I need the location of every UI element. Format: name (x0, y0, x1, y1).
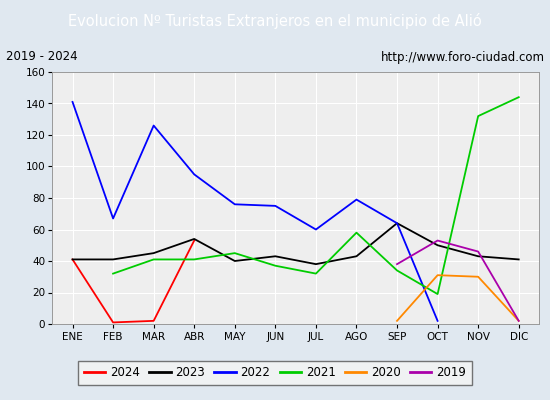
2022 (191, 172, 197, 177)
2022 (272, 204, 279, 208)
2023 (394, 221, 400, 226)
2022 (69, 100, 76, 104)
2022 (312, 227, 319, 232)
2023 (515, 257, 522, 262)
2019 (434, 238, 441, 243)
Line: 2024: 2024 (73, 240, 194, 322)
2023 (232, 258, 238, 263)
2019 (515, 318, 522, 323)
2024 (191, 238, 197, 243)
2022 (232, 202, 238, 207)
2022 (394, 221, 400, 226)
Text: Evolucion Nº Turistas Extranjeros en el municipio de Alió: Evolucion Nº Turistas Extranjeros en el … (68, 13, 482, 29)
2021 (394, 268, 400, 273)
Legend: 2024, 2023, 2022, 2021, 2020, 2019: 2024, 2023, 2022, 2021, 2020, 2019 (78, 360, 472, 386)
Line: 2022: 2022 (73, 102, 438, 321)
Line: 2019: 2019 (397, 240, 519, 321)
2024 (150, 318, 157, 323)
2024 (110, 320, 117, 325)
2019 (394, 262, 400, 266)
2023 (272, 254, 279, 259)
2021 (232, 251, 238, 256)
2019 (475, 249, 481, 254)
2021 (353, 230, 360, 235)
2021 (434, 292, 441, 296)
2023 (353, 254, 360, 259)
2022 (110, 216, 117, 221)
2023 (150, 251, 157, 256)
2023 (475, 254, 481, 259)
2021 (150, 257, 157, 262)
2023 (110, 257, 117, 262)
2023 (434, 243, 441, 248)
2021 (110, 271, 117, 276)
2022 (434, 318, 441, 323)
2023 (312, 262, 319, 266)
2021 (515, 95, 522, 100)
2023 (191, 236, 197, 241)
Line: 2023: 2023 (73, 223, 519, 264)
2021 (312, 271, 319, 276)
2022 (353, 197, 360, 202)
Text: http://www.foro-ciudad.com: http://www.foro-ciudad.com (381, 50, 544, 64)
Text: 2019 - 2024: 2019 - 2024 (6, 50, 77, 64)
2022 (150, 123, 157, 128)
Line: 2021: 2021 (113, 97, 519, 294)
2023 (69, 257, 76, 262)
2024 (69, 257, 76, 262)
2021 (191, 257, 197, 262)
2021 (272, 263, 279, 268)
2021 (475, 114, 481, 118)
